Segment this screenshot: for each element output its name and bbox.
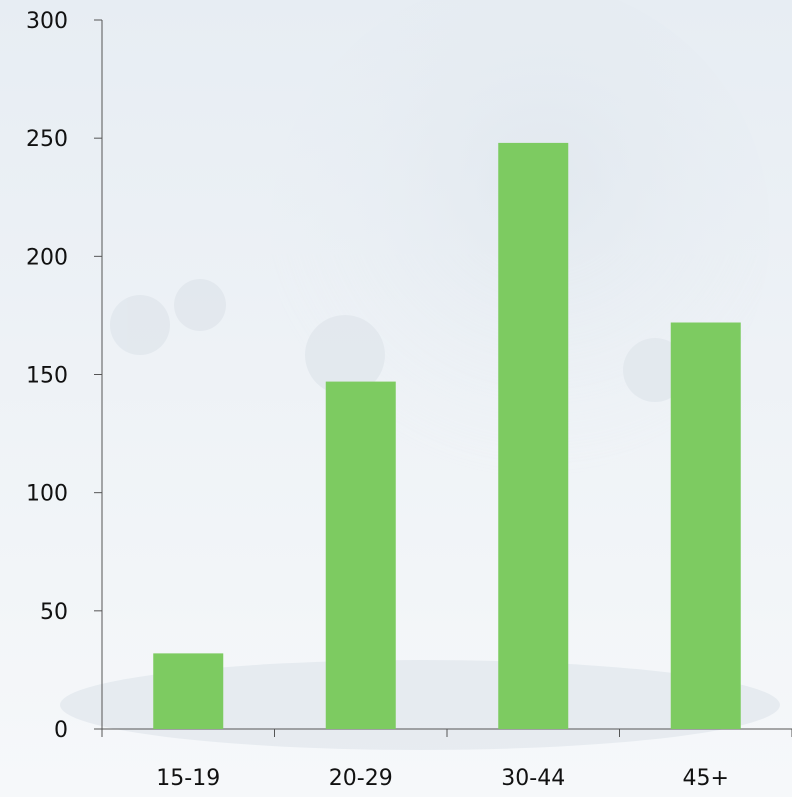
bar-30-44 — [498, 142, 569, 730]
bar-20-29 — [325, 381, 396, 729]
y-tick-label: 50 — [40, 600, 68, 625]
x-tick-label: 30-44 — [501, 766, 565, 791]
bars — [153, 142, 741, 730]
bar-45+ — [670, 322, 741, 729]
bar-15-19 — [153, 653, 224, 729]
x-tick-label: 20-29 — [329, 766, 393, 791]
y-tick-label: 200 — [26, 245, 68, 270]
y-tick-labels: 0 50 100 150 200 250 300 — [26, 9, 68, 743]
y-tick-label: 100 — [26, 482, 68, 507]
y-tick-label: 250 — [26, 127, 68, 152]
y-tick-label: 150 — [26, 364, 68, 389]
x-tick-label: 15-19 — [156, 766, 220, 791]
y-tick-label: 300 — [26, 9, 68, 34]
x-tick-labels: 15-19 20-29 30-44 45+ — [156, 766, 729, 791]
x-tick-label: 45+ — [683, 766, 729, 791]
y-tick-label: 0 — [54, 718, 68, 743]
